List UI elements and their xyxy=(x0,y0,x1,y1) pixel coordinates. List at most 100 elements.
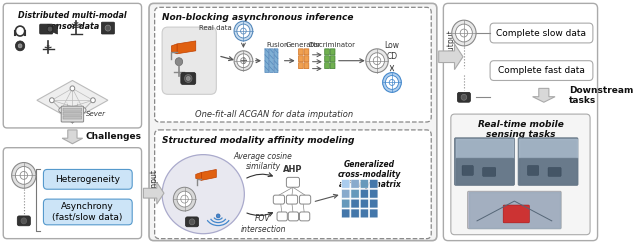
Circle shape xyxy=(18,44,22,48)
FancyBboxPatch shape xyxy=(186,217,198,227)
FancyBboxPatch shape xyxy=(360,179,369,188)
Text: AHP: AHP xyxy=(283,165,303,174)
Polygon shape xyxy=(52,24,58,34)
Circle shape xyxy=(373,57,381,65)
FancyBboxPatch shape xyxy=(369,189,378,198)
FancyBboxPatch shape xyxy=(451,114,590,235)
FancyBboxPatch shape xyxy=(324,63,330,69)
Text: Average cosine
similarity: Average cosine similarity xyxy=(234,152,292,171)
Polygon shape xyxy=(177,41,196,54)
FancyBboxPatch shape xyxy=(63,112,82,115)
Text: Input: Input xyxy=(149,169,158,189)
Text: Asynchrony
(fast/slow data): Asynchrony (fast/slow data) xyxy=(52,202,122,222)
Circle shape xyxy=(189,219,195,225)
FancyBboxPatch shape xyxy=(351,179,359,188)
Circle shape xyxy=(237,54,250,68)
FancyBboxPatch shape xyxy=(298,63,303,69)
FancyBboxPatch shape xyxy=(454,138,515,185)
Circle shape xyxy=(241,28,246,34)
FancyBboxPatch shape xyxy=(527,165,539,175)
Circle shape xyxy=(180,195,188,203)
Circle shape xyxy=(184,75,192,82)
Text: Heterogeneity: Heterogeneity xyxy=(55,175,120,184)
FancyBboxPatch shape xyxy=(44,199,132,225)
Text: Low
CD: Low CD xyxy=(385,41,399,61)
FancyBboxPatch shape xyxy=(490,61,593,81)
Polygon shape xyxy=(202,169,216,180)
FancyBboxPatch shape xyxy=(298,56,303,62)
Polygon shape xyxy=(37,81,108,120)
FancyBboxPatch shape xyxy=(548,167,561,176)
Circle shape xyxy=(70,118,75,122)
FancyBboxPatch shape xyxy=(63,108,82,111)
Text: Non-blocking asynchronous inference: Non-blocking asynchronous inference xyxy=(162,13,354,22)
FancyBboxPatch shape xyxy=(351,209,359,218)
FancyBboxPatch shape xyxy=(369,199,378,208)
FancyBboxPatch shape xyxy=(286,195,298,204)
Polygon shape xyxy=(438,44,463,70)
Circle shape xyxy=(460,29,468,37)
FancyBboxPatch shape xyxy=(300,195,310,204)
FancyBboxPatch shape xyxy=(298,49,303,55)
Circle shape xyxy=(452,20,476,46)
Text: Fusion: Fusion xyxy=(267,42,289,48)
FancyBboxPatch shape xyxy=(61,106,84,122)
FancyBboxPatch shape xyxy=(330,63,335,69)
Text: +: + xyxy=(239,56,248,66)
Text: Distributed multi-modal
sensor data: Distributed multi-modal sensor data xyxy=(18,11,127,31)
Circle shape xyxy=(49,98,54,103)
FancyBboxPatch shape xyxy=(155,130,431,239)
Circle shape xyxy=(12,163,36,188)
Circle shape xyxy=(15,41,25,51)
FancyBboxPatch shape xyxy=(304,56,309,62)
Text: Structured modality affinity modeling: Structured modality affinity modeling xyxy=(162,136,355,145)
FancyBboxPatch shape xyxy=(101,22,115,34)
FancyBboxPatch shape xyxy=(155,7,431,122)
Circle shape xyxy=(186,77,190,81)
Text: Downstream
tasks: Downstream tasks xyxy=(569,86,634,105)
FancyBboxPatch shape xyxy=(180,72,196,84)
FancyBboxPatch shape xyxy=(518,138,578,185)
Circle shape xyxy=(177,191,192,207)
Circle shape xyxy=(70,86,75,91)
FancyBboxPatch shape xyxy=(483,167,496,176)
Circle shape xyxy=(47,26,52,32)
Polygon shape xyxy=(143,182,164,204)
Text: One-fit-all ACGAN for data imputation: One-fit-all ACGAN for data imputation xyxy=(195,110,353,119)
FancyBboxPatch shape xyxy=(330,56,335,62)
FancyBboxPatch shape xyxy=(277,212,287,221)
FancyBboxPatch shape xyxy=(342,209,350,218)
Polygon shape xyxy=(196,173,202,180)
FancyBboxPatch shape xyxy=(304,63,309,69)
Circle shape xyxy=(175,58,182,66)
FancyBboxPatch shape xyxy=(40,24,52,34)
Circle shape xyxy=(173,187,196,211)
Circle shape xyxy=(59,108,63,113)
Text: FOV
intersection: FOV intersection xyxy=(240,214,286,234)
Circle shape xyxy=(234,21,253,41)
FancyBboxPatch shape xyxy=(468,191,561,229)
FancyBboxPatch shape xyxy=(3,148,141,239)
FancyBboxPatch shape xyxy=(342,199,350,208)
Circle shape xyxy=(366,49,388,72)
Circle shape xyxy=(369,53,385,69)
FancyBboxPatch shape xyxy=(330,49,335,55)
FancyBboxPatch shape xyxy=(342,189,350,198)
FancyBboxPatch shape xyxy=(149,3,437,241)
Text: Challenges: Challenges xyxy=(86,132,141,141)
FancyBboxPatch shape xyxy=(324,56,330,62)
FancyBboxPatch shape xyxy=(360,209,369,218)
FancyBboxPatch shape xyxy=(351,199,359,208)
FancyBboxPatch shape xyxy=(286,177,300,187)
Circle shape xyxy=(20,172,28,179)
Text: Real data: Real data xyxy=(200,25,232,31)
Polygon shape xyxy=(62,130,83,144)
FancyBboxPatch shape xyxy=(342,179,350,188)
FancyBboxPatch shape xyxy=(162,27,216,94)
FancyBboxPatch shape xyxy=(273,195,285,204)
FancyBboxPatch shape xyxy=(490,23,593,43)
FancyBboxPatch shape xyxy=(351,189,359,198)
FancyBboxPatch shape xyxy=(458,92,470,102)
Text: Generalized
cross-modality
affinity matrix: Generalized cross-modality affinity matr… xyxy=(338,160,401,189)
FancyBboxPatch shape xyxy=(288,212,298,221)
